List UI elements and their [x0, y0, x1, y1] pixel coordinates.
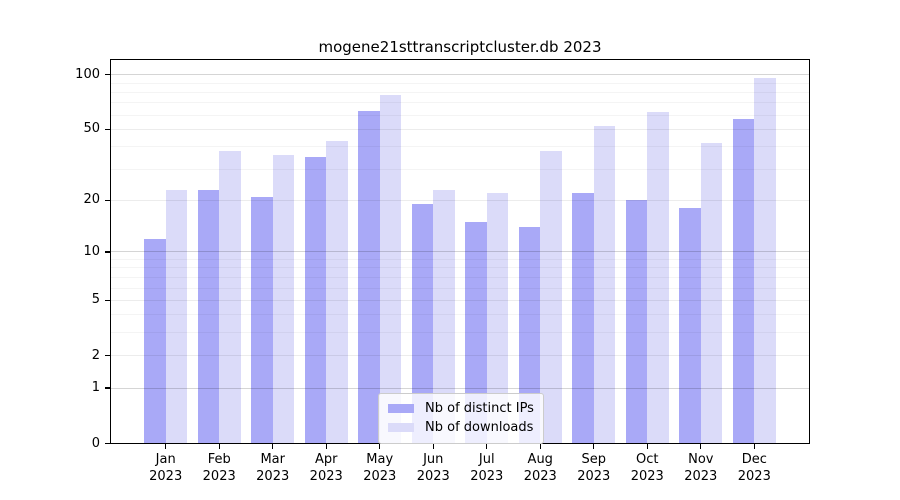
bar-dec-nb-of-distinct-ips	[732, 119, 755, 444]
x-tick-jan	[165, 443, 167, 449]
y-tick-20	[105, 199, 110, 201]
bar-jan-nb-of-downloads	[165, 189, 188, 444]
x-tick-feb	[218, 443, 220, 449]
legend-swatch-downloads	[388, 423, 414, 432]
bar-nov-nb-of-downloads	[700, 142, 723, 444]
gridline-50	[110, 128, 810, 130]
bar-may-nb-of-downloads	[379, 95, 402, 444]
bar-sep-nb-of-downloads	[593, 126, 616, 444]
x-tick-sep	[593, 443, 595, 449]
x-tick-may	[379, 443, 381, 449]
x-tick-label-aug: Aug 2023	[523, 452, 557, 484]
x-tick-label-apr: Apr 2023	[309, 452, 343, 484]
x-tick-oct	[646, 443, 648, 449]
x-tick-nov	[700, 443, 702, 449]
bar-apr-nb-of-downloads	[326, 141, 348, 444]
bar-jan-nb-of-distinct-ips	[144, 238, 166, 444]
x-tick-label-dec: Dec 2023	[737, 452, 771, 484]
x-tick-apr	[325, 443, 327, 449]
bar-feb-nb-of-distinct-ips	[197, 189, 220, 444]
x-tick-label-sep: Sep 2023	[577, 452, 611, 484]
legend-entry-distinct-ips: Nb of distinct IPs	[388, 399, 534, 418]
x-tick-jul	[486, 443, 488, 449]
legend: Nb of distinct IPs Nb of downloads	[378, 393, 544, 444]
y-tick-label-1: 1	[91, 380, 100, 396]
y-tick-label-20: 20	[83, 192, 100, 208]
y-tick-label-0: 0	[91, 435, 100, 451]
bar-jul-nb-of-downloads	[486, 192, 509, 444]
y-tick-100	[105, 74, 110, 76]
x-tick-label-mar: Mar 2023	[256, 452, 290, 484]
x-tick-label-may: May 2023	[363, 452, 397, 484]
bar-aug-nb-of-downloads	[540, 150, 562, 444]
x-tick-label-nov: Nov 2023	[684, 452, 718, 484]
x-tick-label-feb: Feb 2023	[202, 452, 236, 484]
bar-nov-nb-of-distinct-ips	[679, 208, 701, 444]
x-tick-label-jan: Jan 2023	[149, 452, 183, 484]
legend-label-distinct-ips: Nb of distinct IPs	[425, 401, 534, 416]
y-tick-label-10: 10	[83, 243, 100, 259]
gridline-100	[110, 74, 810, 76]
bar-sep-nb-of-distinct-ips	[572, 192, 594, 444]
y-tick-label-50: 50	[83, 121, 100, 137]
chart-title: mogene21sttranscriptcluster.db 2023	[318, 38, 602, 56]
y-tick-1	[105, 387, 110, 389]
x-tick-mar	[272, 443, 274, 449]
y-tick-0	[105, 442, 110, 445]
gridline-90	[110, 82, 810, 84]
x-tick-label-oct: Oct 2023	[630, 452, 664, 484]
gridline-60	[110, 114, 810, 116]
bar-mar-nb-of-distinct-ips	[251, 196, 273, 444]
gridline-80	[110, 91, 810, 93]
x-tick-aug	[539, 443, 541, 449]
bar-dec-nb-of-downloads	[754, 77, 776, 444]
y-tick-50	[105, 128, 110, 131]
y-tick-5	[105, 299, 110, 302]
bar-jun-nb-of-distinct-ips	[411, 204, 434, 444]
legend-label-downloads: Nb of downloads	[425, 420, 534, 435]
bar-mar-nb-of-downloads	[272, 154, 295, 444]
y-tick-label-2: 2	[91, 347, 100, 363]
x-tick-label-jul: Jul 2023	[470, 452, 504, 484]
gridline-70	[110, 102, 810, 104]
bar-aug-nb-of-distinct-ips	[518, 227, 541, 444]
y-tick-label-100: 100	[75, 66, 100, 82]
bar-oct-nb-of-downloads	[647, 112, 669, 444]
bar-may-nb-of-distinct-ips	[358, 111, 380, 444]
bar-apr-nb-of-distinct-ips	[304, 157, 327, 444]
y-tick-2	[105, 355, 110, 357]
x-tick-dec	[753, 443, 755, 449]
bar-jun-nb-of-downloads	[433, 189, 455, 444]
legend-swatch-distinct-ips	[388, 404, 414, 413]
bar-oct-nb-of-distinct-ips	[625, 200, 648, 444]
bar-jul-nb-of-distinct-ips	[465, 221, 487, 444]
legend-entry-downloads: Nb of downloads	[388, 418, 534, 437]
y-tick-10	[105, 251, 110, 253]
x-tick-jun	[432, 443, 434, 449]
y-tick-label-5: 5	[91, 292, 100, 308]
x-tick-label-jun: Jun 2023	[416, 452, 450, 484]
bar-feb-nb-of-downloads	[219, 150, 241, 444]
